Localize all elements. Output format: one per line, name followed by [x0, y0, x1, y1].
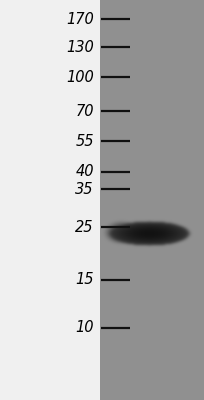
- Text: 35: 35: [75, 182, 94, 197]
- Bar: [100, 0, 204, 400]
- Text: 130: 130: [66, 40, 94, 55]
- Text: 55: 55: [75, 134, 94, 149]
- Text: 70: 70: [75, 104, 94, 119]
- Text: 10: 10: [75, 320, 94, 336]
- Bar: [0, 0, 100, 400]
- Text: 170: 170: [66, 12, 94, 27]
- Text: 25: 25: [75, 220, 94, 235]
- Text: 40: 40: [75, 164, 94, 180]
- Text: 15: 15: [75, 272, 94, 288]
- Text: 100: 100: [66, 70, 94, 85]
